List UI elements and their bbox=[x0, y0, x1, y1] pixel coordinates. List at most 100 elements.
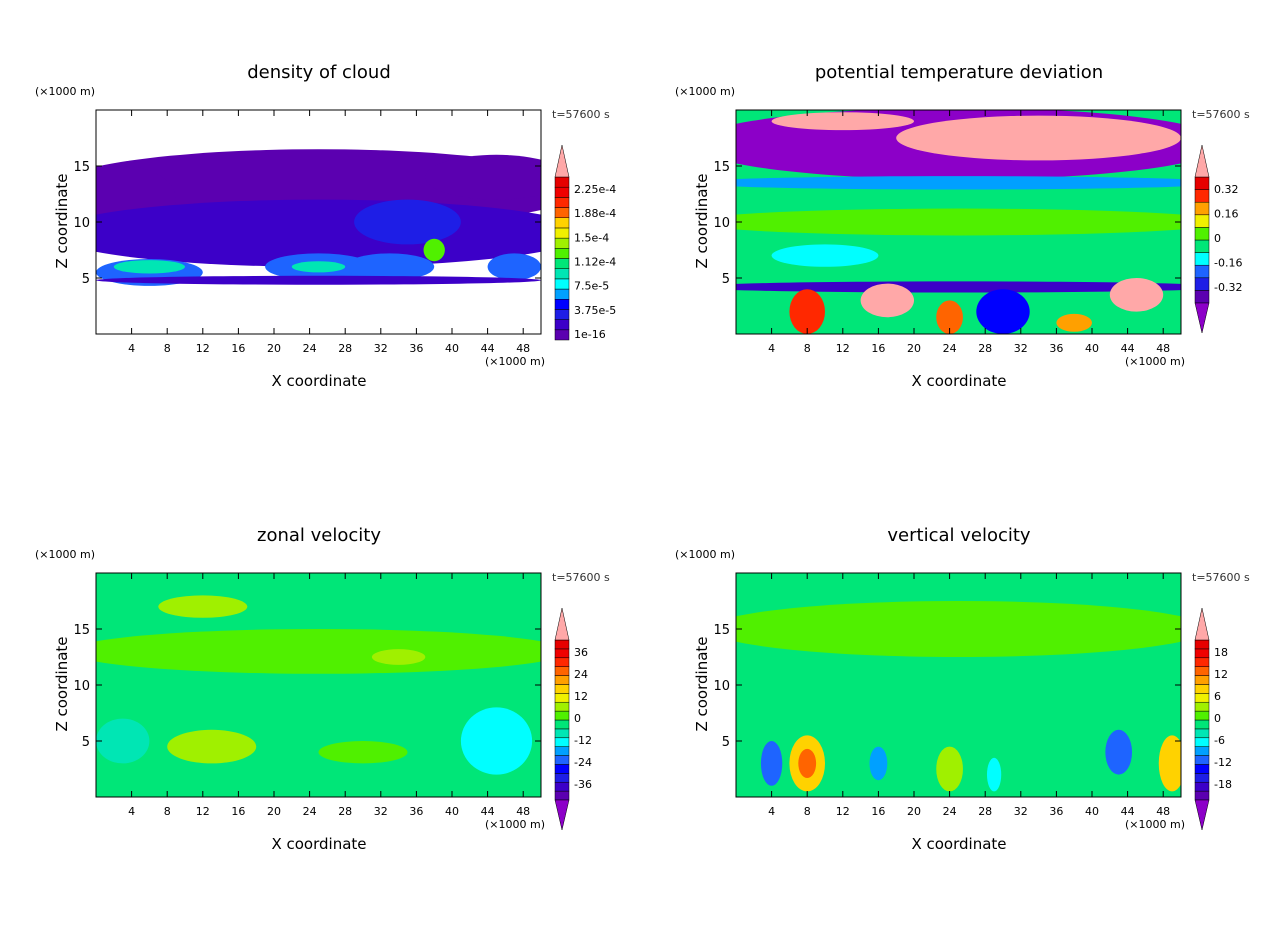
time-label: t=57600 s bbox=[1192, 571, 1250, 584]
colorbar-segment bbox=[554, 755, 570, 765]
colorbar-segment bbox=[554, 666, 570, 676]
x-tick-label: 36 bbox=[1049, 805, 1063, 818]
colorbar-label: 3.75e-5 bbox=[574, 304, 616, 317]
colorbar-segment bbox=[1194, 781, 1210, 792]
colorbar-segment bbox=[1194, 657, 1210, 667]
x-tick-label: 8 bbox=[164, 805, 171, 818]
plot-svg: 4 8 12 16 20 24 28 32 36 40 44 48510153624120-12-24… bbox=[73, 572, 592, 831]
colorbar-label: 1e-16 bbox=[574, 328, 606, 341]
colorbar-segment bbox=[1194, 728, 1210, 739]
colorbar-segment bbox=[1194, 290, 1210, 304]
colorbar-label: 36 bbox=[574, 646, 588, 659]
colorbar-segment bbox=[1194, 639, 1210, 650]
colorbar-segment bbox=[554, 319, 570, 331]
colorbar-label: 12 bbox=[574, 690, 588, 703]
colorbar-label: 1.12e-4 bbox=[574, 256, 616, 269]
contour-region bbox=[789, 289, 825, 334]
x-tick-label: 12 bbox=[196, 805, 210, 818]
contour-region bbox=[860, 283, 914, 318]
x-tick-label: 16 bbox=[871, 342, 885, 355]
x-tick-label: 32 bbox=[374, 342, 388, 355]
colorbar-segment bbox=[554, 790, 570, 801]
plot-panel: vertical velocity (×1000 m) (×1000 m) t=… bbox=[640, 463, 1280, 926]
plot-panel: potential temperature deviation (×1000 m… bbox=[640, 0, 1280, 463]
colorbar-segment bbox=[554, 701, 570, 712]
colorbar-segment bbox=[554, 278, 570, 290]
x-tick-label: 24 bbox=[943, 805, 957, 818]
colorbar-segment bbox=[1194, 277, 1210, 291]
x-tick-label: 28 bbox=[978, 342, 992, 355]
time-label: t=57600 s bbox=[552, 571, 610, 584]
colorbar-label: -36 bbox=[574, 778, 592, 791]
colorbar-label: -0.16 bbox=[1214, 257, 1242, 270]
colorbar-segment bbox=[1194, 648, 1210, 659]
contour-region bbox=[986, 757, 1002, 792]
y-unit-label: (×1000 m) bbox=[35, 85, 96, 98]
x-tick-label: 20 bbox=[267, 342, 281, 355]
contour-region bbox=[158, 595, 248, 618]
plot-svg: 4 8 12 16 20 24 28 32 36 40 44 48510150.320.160-0.1… bbox=[713, 109, 1242, 355]
colorbar-segment bbox=[1194, 710, 1210, 721]
colorbar-segment bbox=[554, 719, 570, 730]
colorbar-segment bbox=[554, 309, 570, 320]
colorbar-overflow-top bbox=[1194, 144, 1210, 178]
colorbar-label: -6 bbox=[1214, 734, 1225, 747]
y-tick-label: 15 bbox=[713, 160, 730, 175]
colorbar-segment bbox=[554, 197, 570, 208]
y-tick-label: 5 bbox=[722, 272, 730, 287]
colorbar-segment bbox=[1194, 790, 1210, 801]
colorbar-segment bbox=[1194, 755, 1210, 765]
contour-region bbox=[1109, 278, 1164, 312]
x-tick-label: 24 bbox=[303, 805, 317, 818]
colorbar-segment bbox=[1194, 684, 1210, 694]
plot-title: zonal velocity bbox=[257, 525, 381, 546]
x-tick-label: 12 bbox=[836, 342, 850, 355]
colorbar-segment bbox=[554, 773, 570, 783]
colorbar-label: -12 bbox=[1214, 756, 1232, 769]
contour-region bbox=[96, 718, 150, 764]
y-tick-label: 5 bbox=[722, 735, 730, 750]
x-tick-label: 24 bbox=[303, 342, 317, 355]
colorbar-segment bbox=[554, 781, 570, 792]
colorbar-label: 0.16 bbox=[1214, 208, 1239, 221]
colorbar-segment bbox=[554, 639, 570, 650]
colorbar-label: 24 bbox=[574, 668, 588, 681]
x-tick-label: 16 bbox=[231, 342, 245, 355]
x-axis-label: X coordinate bbox=[271, 372, 367, 390]
colorbar-segment bbox=[1194, 719, 1210, 730]
x-tick-label: 20 bbox=[907, 342, 921, 355]
x-unit-label: (×1000 m) bbox=[1125, 355, 1186, 368]
colorbar-segment bbox=[554, 288, 570, 300]
x-tick-label: 48 bbox=[1156, 805, 1170, 818]
colorbar-segment bbox=[1194, 264, 1210, 279]
colorbar-segment bbox=[554, 675, 570, 685]
contour-region bbox=[771, 244, 879, 267]
contour-region bbox=[936, 746, 963, 792]
colorbar-label: 2.25e-4 bbox=[574, 183, 616, 196]
contour-region bbox=[96, 629, 541, 674]
x-tick-label: 28 bbox=[338, 342, 352, 355]
x-tick-label: 40 bbox=[445, 805, 459, 818]
x-unit-label: (×1000 m) bbox=[485, 818, 546, 831]
colorbar-segment bbox=[554, 217, 570, 229]
plot-panel: density of cloud (×1000 m) (×1000 m) t=5… bbox=[0, 0, 640, 463]
y-tick-label: 5 bbox=[82, 272, 90, 287]
time-label: t=57600 s bbox=[1192, 108, 1250, 121]
colorbar-overflow-bottom bbox=[554, 799, 570, 831]
contour-region bbox=[487, 253, 541, 281]
colorbar-segment bbox=[1194, 214, 1210, 228]
contour-region bbox=[167, 729, 257, 764]
x-tick-label: 20 bbox=[267, 805, 281, 818]
colorbar-segment bbox=[1194, 201, 1210, 216]
x-tick-label: 20 bbox=[907, 805, 921, 818]
y-tick-label: 10 bbox=[73, 679, 90, 694]
y-tick-label: 5 bbox=[82, 735, 90, 750]
colorbar-label: -12 bbox=[574, 734, 592, 747]
x-tick-label: 4 bbox=[768, 342, 775, 355]
y-tick-label: 15 bbox=[73, 160, 90, 175]
contour-region bbox=[1158, 735, 1181, 792]
colorbar-overflow-bottom bbox=[1194, 302, 1210, 334]
colorbar-segment bbox=[554, 268, 570, 280]
colorbar-overflow-top bbox=[554, 144, 570, 178]
